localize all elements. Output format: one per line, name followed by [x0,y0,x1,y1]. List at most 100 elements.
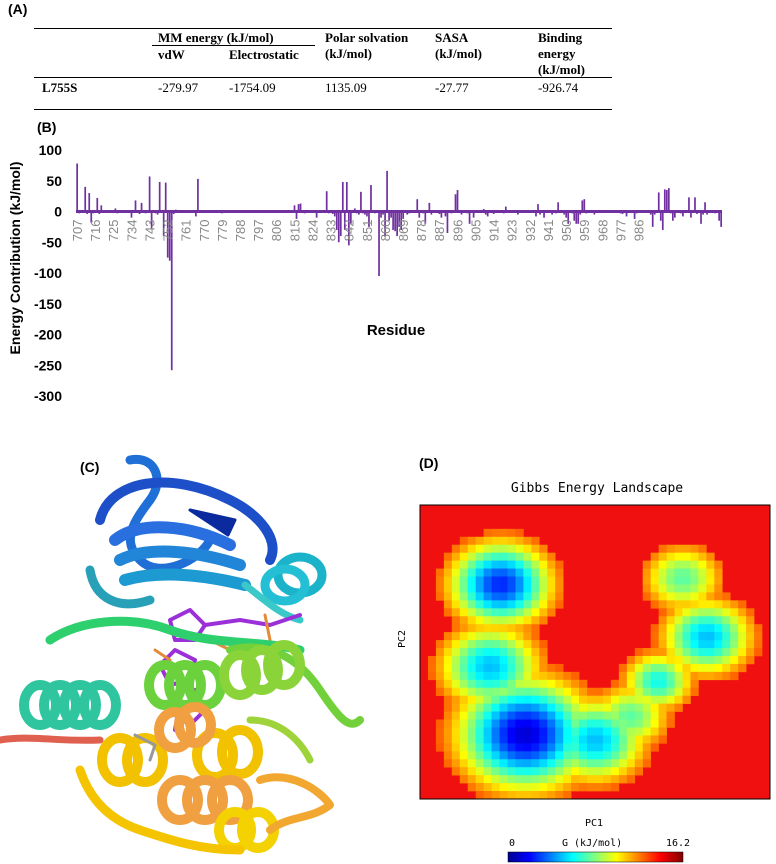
fel-cell [531,791,540,800]
fel-cell [555,775,564,784]
fel-cell [682,616,691,625]
fel-cell [499,544,508,553]
bar [718,211,720,221]
fel-cell [674,592,683,601]
fel-cell [491,671,500,681]
fel-cell [602,687,612,697]
fel-cell [714,568,723,577]
fel-cell [483,608,492,617]
fel-cell [435,671,445,681]
protein-ligand-cartoon [0,454,364,855]
fel-cell [467,552,476,561]
fel-cell [579,759,588,768]
fel-cell [674,655,683,665]
bar [275,211,278,213]
fel-cell [610,759,620,768]
fel-cell [650,584,659,593]
fel-cell [531,767,540,776]
fel-cell [547,552,556,561]
bar [488,211,491,213]
fel-cell [523,703,532,712]
fel-cell [539,751,548,760]
fel-cell [443,568,453,577]
fel-cell [443,743,453,752]
fel-cell [666,655,675,665]
fel-cell [571,695,580,704]
fel-cell [515,624,524,633]
fel-cell [714,663,723,673]
bar [331,211,334,214]
bar [609,211,612,213]
bar [706,211,708,215]
fel-cell [547,560,556,569]
fel-cell [642,735,651,744]
fel-cell [658,616,667,625]
fel-cell [547,703,556,712]
fel-cell [674,576,683,585]
fel-cell [491,624,500,633]
bar [182,211,185,213]
fel-cell [587,703,596,712]
fel-cell [539,608,548,617]
fel-cell [475,767,484,776]
table-cell-electrostatic: -1754.09 [229,80,276,95]
fel-cell [547,791,556,800]
fel-cell [539,592,548,601]
bar [543,211,545,218]
fel-cell [690,687,699,697]
fel-cell [451,648,461,657]
fel-cell [467,560,476,569]
fel-cell [523,592,532,601]
fel-cell [626,695,636,704]
fel-cell [443,711,453,720]
x-tick-label: 788 [233,220,248,242]
fel-cell [666,624,675,633]
fel-cell [595,719,604,728]
fel-cell [451,767,461,776]
bar [116,211,119,214]
bar [682,211,684,217]
fel-cell [499,783,508,792]
y-tick-label: -100 [34,265,62,281]
fel-cell [666,711,675,720]
fel-cell [650,624,659,633]
fel-cell [571,743,580,752]
fel-cell [706,608,715,617]
bar [360,191,362,212]
bar [434,211,437,213]
fel-cell [690,655,699,665]
bar [223,211,225,213]
fel-cell [706,600,715,609]
fel-cell [579,703,588,712]
fel-cell [491,536,500,546]
fel-cell [435,679,445,689]
bar [339,211,342,237]
fel-cell [714,608,723,617]
fel-cell [674,624,683,633]
panel-label-d: (D) [419,455,439,471]
bar [492,211,495,214]
fel-cell [706,584,715,593]
bar [577,211,580,224]
fel-cell [610,687,620,697]
fel-cell [531,632,540,641]
fel-cell [626,719,636,728]
bar [553,211,555,213]
fel-cell [483,592,492,601]
fel-cell [451,727,461,736]
fel-cell [555,719,564,728]
fel-cell [515,783,524,792]
fel-cell [483,711,492,720]
fel-cell [706,655,715,665]
bar [317,211,320,213]
bar [243,211,246,213]
bar [436,211,439,213]
fel-cell [730,640,739,649]
bar [500,211,503,213]
table-mm-rule [152,45,315,46]
bar [521,211,523,213]
fel-cell [690,632,699,641]
fel-cell [523,767,532,776]
bar [221,211,223,214]
fel-cell [714,648,723,657]
